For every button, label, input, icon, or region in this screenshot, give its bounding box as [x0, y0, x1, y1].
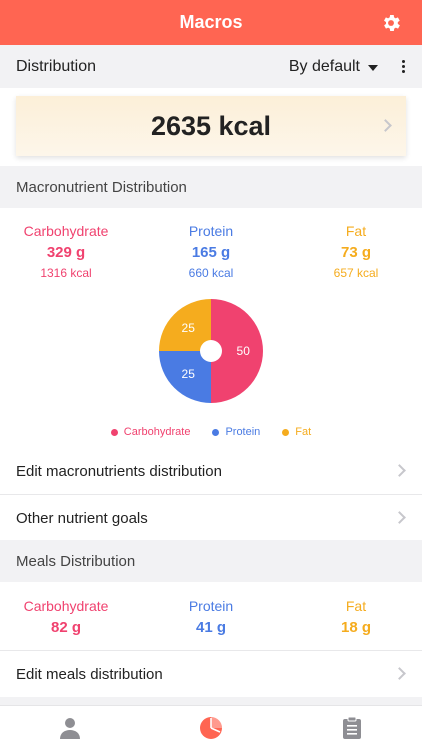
meals-protein-summary: Protein 41 g: [141, 598, 281, 636]
distribution-bar: Distribution By default: [0, 45, 422, 88]
legend-dot: [212, 428, 220, 436]
gear-icon[interactable]: [380, 12, 402, 34]
legend-dot: [110, 428, 118, 436]
protein-label: Protein: [188, 223, 234, 239]
page-title: Macros: [179, 12, 243, 32]
total-kcal-section: 2635 kcal: [0, 88, 422, 166]
chart-legend: Carbohydrate Protein Fat: [0, 426, 422, 438]
app-header: Macros: [0, 0, 422, 45]
protein-kcal: 660 kcal: [188, 266, 234, 280]
fat-summary: Fat 73 g 657 kcal: [286, 223, 422, 280]
meals-carbohydrate-grams: 82 g: [50, 619, 81, 636]
chevron-right-icon: [379, 119, 392, 132]
pie-label-protein: 25: [182, 367, 196, 381]
total-kcal-value: 2635 kcal: [150, 110, 272, 141]
edit-meals-row[interactable]: Edit meals distribution: [0, 651, 422, 697]
meals-fat-label: Fat: [345, 598, 367, 614]
macronutrient-section-title: Macronutrient Distribution: [0, 166, 422, 208]
chevron-right-icon: [393, 667, 406, 680]
carbohydrate-summary: Carbohydrate 329 g 1316 kcal: [0, 223, 136, 280]
other-nutrient-goals-row[interactable]: Other nutrient goals: [0, 495, 422, 541]
caret-down-icon: [368, 64, 378, 71]
carbohydrate-label: Carbohydrate: [23, 223, 109, 239]
macronutrient-pie-chart: 50 25 25: [159, 299, 263, 403]
total-kcal-card[interactable]: 2635 kcal: [16, 96, 406, 156]
pie-slice-protein: [159, 351, 211, 403]
carbohydrate-kcal: 1316 kcal: [40, 266, 92, 280]
meals-fat-grams: 18 g: [340, 619, 371, 636]
pie-label-carbohydrate: 50: [237, 344, 251, 358]
fat-kcal: 657 kcal: [333, 266, 379, 280]
pie-slice-carbohydrate: [211, 299, 263, 403]
edit-meals-label: Edit meals distribution: [16, 665, 163, 683]
carbohydrate-grams: 329 g: [46, 244, 86, 261]
legend-label: Carbohydrate: [123, 426, 191, 438]
protein-grams: 165 g: [191, 244, 231, 261]
legend-item-carbohydrate: Carbohydrate: [110, 426, 191, 438]
more-vertical-icon[interactable]: [400, 60, 406, 73]
pie-label-fat: 25: [182, 321, 196, 335]
distribution-label: Distribution: [16, 57, 97, 75]
edit-macronutrients-row[interactable]: Edit macronutrients distribution: [0, 448, 422, 494]
legend-dot: [282, 428, 290, 436]
legend-label: Protein: [225, 426, 261, 438]
fat-grams: 73 g: [340, 244, 371, 261]
pie-center-hole: [200, 340, 222, 362]
meals-section-title: Meals Distribution: [0, 540, 422, 582]
protein-summary: Protein 165 g 660 kcal: [141, 223, 281, 280]
legend-item-fat: Fat: [282, 426, 311, 438]
meals-protein-grams: 41 g: [195, 619, 226, 636]
row-divider: [0, 494, 422, 495]
meals-carbohydrate-summary: Carbohydrate 82 g: [0, 598, 136, 636]
meals-panel: Carbohydrate 82 g Protein 41 g Fat 18 g: [0, 582, 422, 650]
row-divider: [0, 650, 422, 651]
meals-fat-summary: Fat 18 g: [286, 598, 422, 636]
person-icon[interactable]: [58, 716, 82, 740]
chevron-right-icon: [393, 464, 406, 477]
pie-slice-fat: [159, 299, 211, 351]
clipboard-icon[interactable]: [340, 716, 364, 740]
pie-chart-icon[interactable]: [199, 716, 223, 740]
legend-label: Fat: [295, 426, 312, 438]
distribution-dropdown[interactable]: By default: [289, 58, 378, 76]
legend-item-protein: Protein: [212, 426, 260, 438]
meals-carbohydrate-label: Carbohydrate: [23, 598, 109, 614]
edit-macronutrients-label: Edit macronutrients distribution: [16, 462, 222, 480]
fat-label: Fat: [345, 223, 367, 239]
tab-bar: [0, 705, 422, 750]
chevron-right-icon: [393, 511, 406, 524]
dropdown-value: By default: [288, 57, 360, 75]
macronutrient-panel: Carbohydrate 329 g 1316 kcal Protein 165…: [0, 208, 422, 452]
meals-protein-label: Protein: [188, 598, 234, 614]
other-nutrient-goals-label: Other nutrient goals: [16, 509, 148, 527]
